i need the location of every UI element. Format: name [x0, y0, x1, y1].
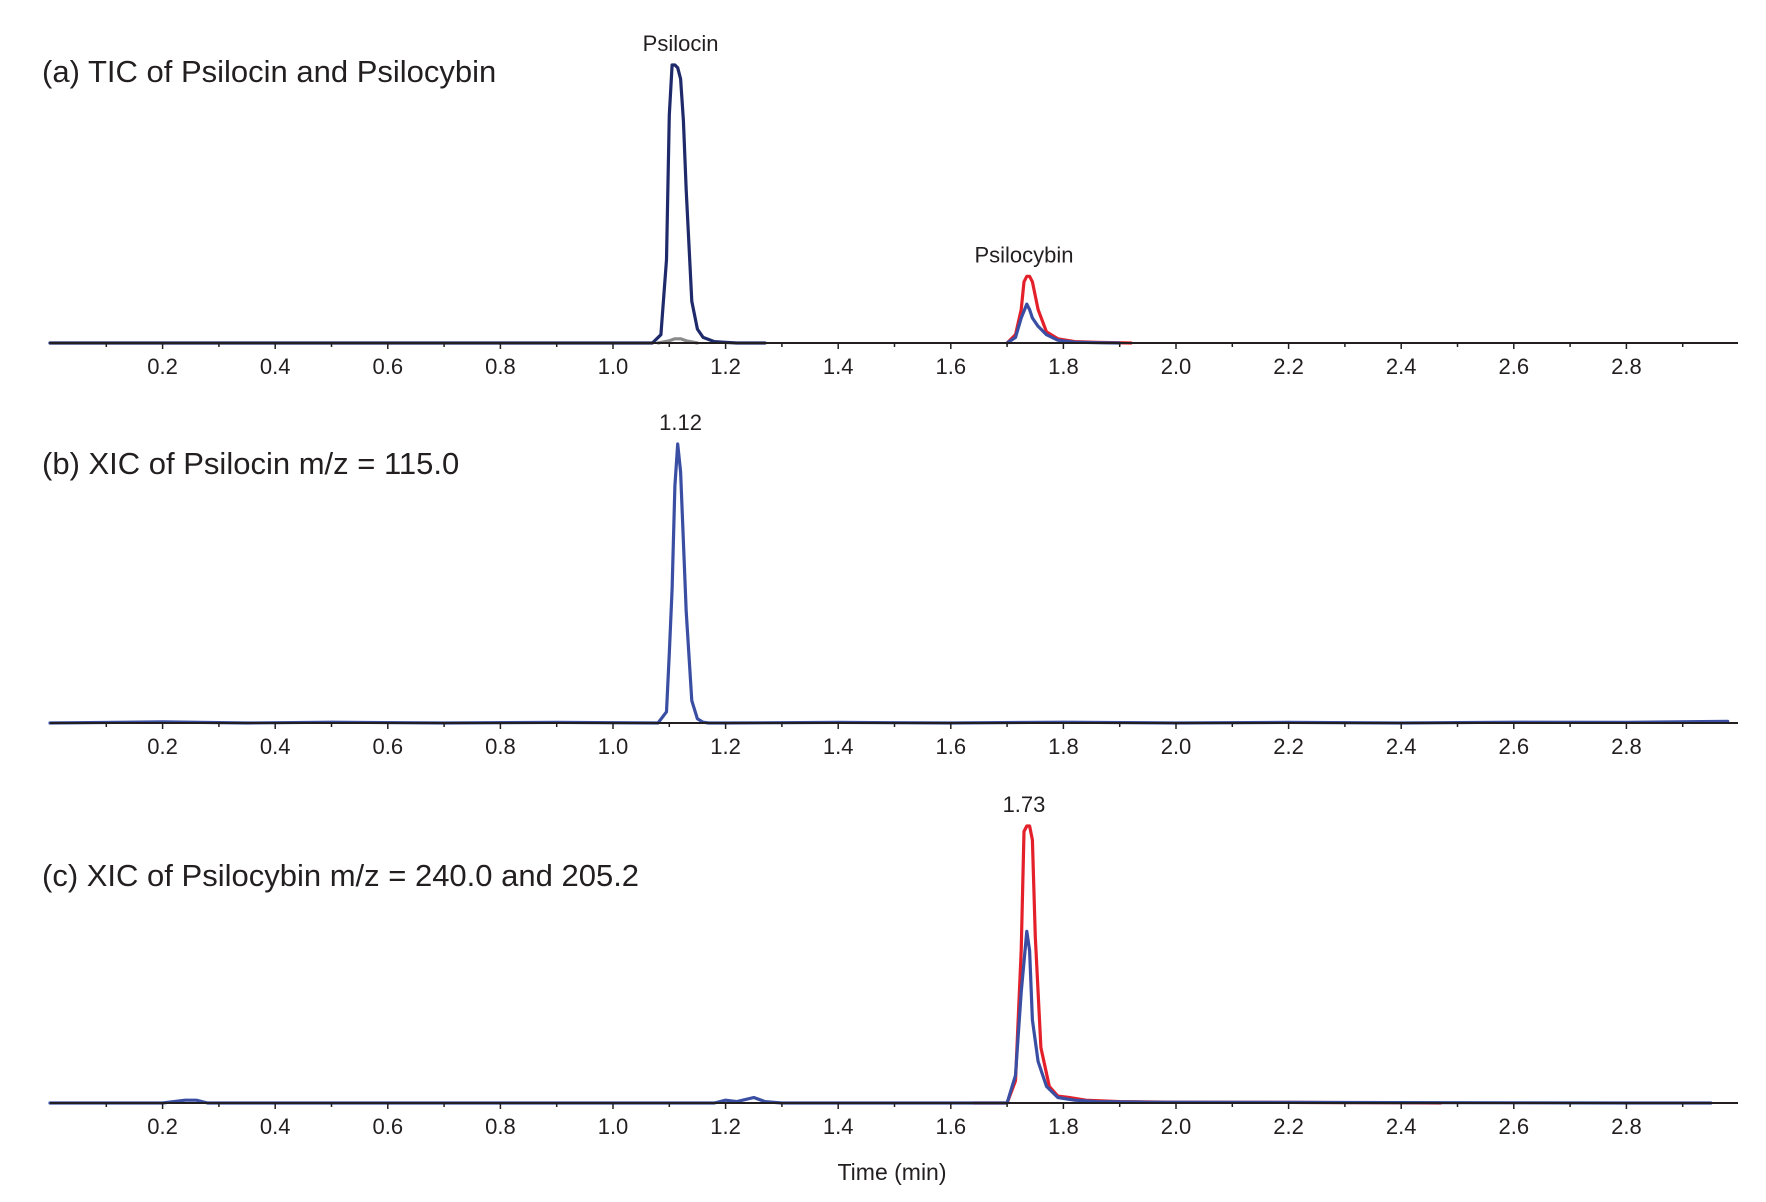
panel-a-ticks: 0.2 0.4 0.6 0.8 1.0 1.2 1.4 1.6 1.8 2.0 2.2 2.4 2.6 2… — [105, 343, 1684, 379]
panel-b-annotations: 1.12 — [659, 410, 702, 435]
panel-b-tick-label: 2.8 — [1611, 734, 1642, 759]
panel-a-tick-label: 1.6 — [936, 354, 967, 379]
panel-c-series-red-line — [971, 824, 1443, 1105]
panel-c-tick-label: 2.8 — [1611, 1114, 1642, 1139]
panel-b-tick-label: 2.6 — [1499, 734, 1530, 759]
panel-b: (b) XIC of Psilocin m/z = 115.0 0.2 0.4 0.… — [42, 410, 1738, 759]
panel-b-series-blue-line — [48, 442, 1730, 725]
panel-c-tick-label: 1.4 — [823, 1114, 854, 1139]
panel-b-tick-label: 1.4 — [823, 734, 854, 759]
panel-c-ticks: 0.2 0.4 0.6 0.8 1.0 1.2 1.4 1.6 1.8 2.0 2.2 2.4 2.6 2… — [105, 1103, 1684, 1139]
panel-b-tick-label: 2.4 — [1386, 734, 1417, 759]
panel-b-tick-label: 1.2 — [710, 734, 741, 759]
panel-a-tick-label: 0.2 — [147, 354, 178, 379]
panel-a-tick-label: 1.2 — [710, 354, 741, 379]
panel-b-peak-label: 1.12 — [659, 410, 702, 435]
panel-b-traces — [48, 442, 1730, 725]
panel-c-tick-label: 1.2 — [710, 1114, 741, 1139]
panel-c-series-blue-line — [48, 929, 1713, 1105]
panel-b-tick-label: 0.2 — [147, 734, 178, 759]
panel-a-tick-label: 1.4 — [823, 354, 854, 379]
panel-a-annotations: Psilocin Psilocybin — [643, 31, 1074, 267]
panel-c-tick-label: 2.2 — [1273, 1114, 1304, 1139]
panel-c-tick-label: 1.8 — [1048, 1114, 1079, 1139]
panel-b-tick-label: 1.8 — [1048, 734, 1079, 759]
panel-c: (c) XIC of Psilocybin m/z = 240.0 and 20… — [42, 792, 1738, 1185]
panel-a-series-gray-line — [656, 337, 700, 345]
panel-b-tick-label: 2.0 — [1161, 734, 1192, 759]
panel-c-tick-label: 1.0 — [598, 1114, 629, 1139]
panel-a-series-blue-line — [1005, 302, 1122, 345]
panel-a-series-navy-line — [48, 63, 767, 345]
panel-c-title: (c) XIC of Psilocybin m/z = 240.0 and 20… — [42, 858, 639, 893]
panel-a-tick-label: 2.4 — [1386, 354, 1417, 379]
panel-b-tick-label: 0.4 — [260, 734, 291, 759]
panel-a-tick-label: 2.8 — [1611, 354, 1642, 379]
panel-c-tick-label: 2.0 — [1161, 1114, 1192, 1139]
panel-a-tick-label: 0.8 — [485, 354, 516, 379]
panel-a-tick-label: 2.2 — [1273, 354, 1304, 379]
panel-a-tick-label: 0.6 — [373, 354, 404, 379]
panel-a-tick-label: 2.0 — [1161, 354, 1192, 379]
panel-c-tick-label: 0.2 — [147, 1114, 178, 1139]
panel-b-tick-label: 0.8 — [485, 734, 516, 759]
panel-a-tick-label: 2.6 — [1499, 354, 1530, 379]
panel-b-tick-label: 1.6 — [936, 734, 967, 759]
panel-a-tick-label: 1.8 — [1048, 354, 1079, 379]
panel-b-title: (b) XIC of Psilocin m/z = 115.0 — [42, 446, 459, 481]
panel-c-tick-label: 2.4 — [1386, 1114, 1417, 1139]
panel-a-traces — [48, 63, 1133, 345]
panel-c-tick-label: 1.6 — [936, 1114, 967, 1139]
panel-a-tick-label: 1.0 — [598, 354, 629, 379]
panel-a-peak-label: Psilocin — [643, 31, 719, 56]
panel-c-tick-label: 2.6 — [1499, 1114, 1530, 1139]
panel-b-ticks: 0.2 0.4 0.6 0.8 1.0 1.2 1.4 1.6 1.8 2.0 2.2 2.4 2.6 2… — [105, 723, 1684, 759]
panel-a-tick-label: 0.4 — [260, 354, 291, 379]
panel-c-tick-label: 0.8 — [485, 1114, 516, 1139]
panel-a-title: (a) TIC of Psilocin and Psilocybin — [42, 54, 496, 89]
panel-c-tick-label: 0.4 — [260, 1114, 291, 1139]
panel-c-tick-label: 0.6 — [373, 1114, 404, 1139]
panel-c-peak-label: 1.73 — [1003, 792, 1046, 817]
panel-c-annotations: 1.73 — [1003, 792, 1046, 817]
panel-a-peak-label: Psilocybin — [974, 242, 1073, 267]
panel-b-tick-label: 2.2 — [1273, 734, 1304, 759]
panel-a: (a) TIC of Psilocin and Psilocybin 0.2 0.… — [42, 31, 1738, 379]
panel-b-tick-label: 1.0 — [598, 734, 629, 759]
panel-b-tick-label: 0.6 — [373, 734, 404, 759]
x-axis-title: Time (min) — [837, 1159, 946, 1185]
